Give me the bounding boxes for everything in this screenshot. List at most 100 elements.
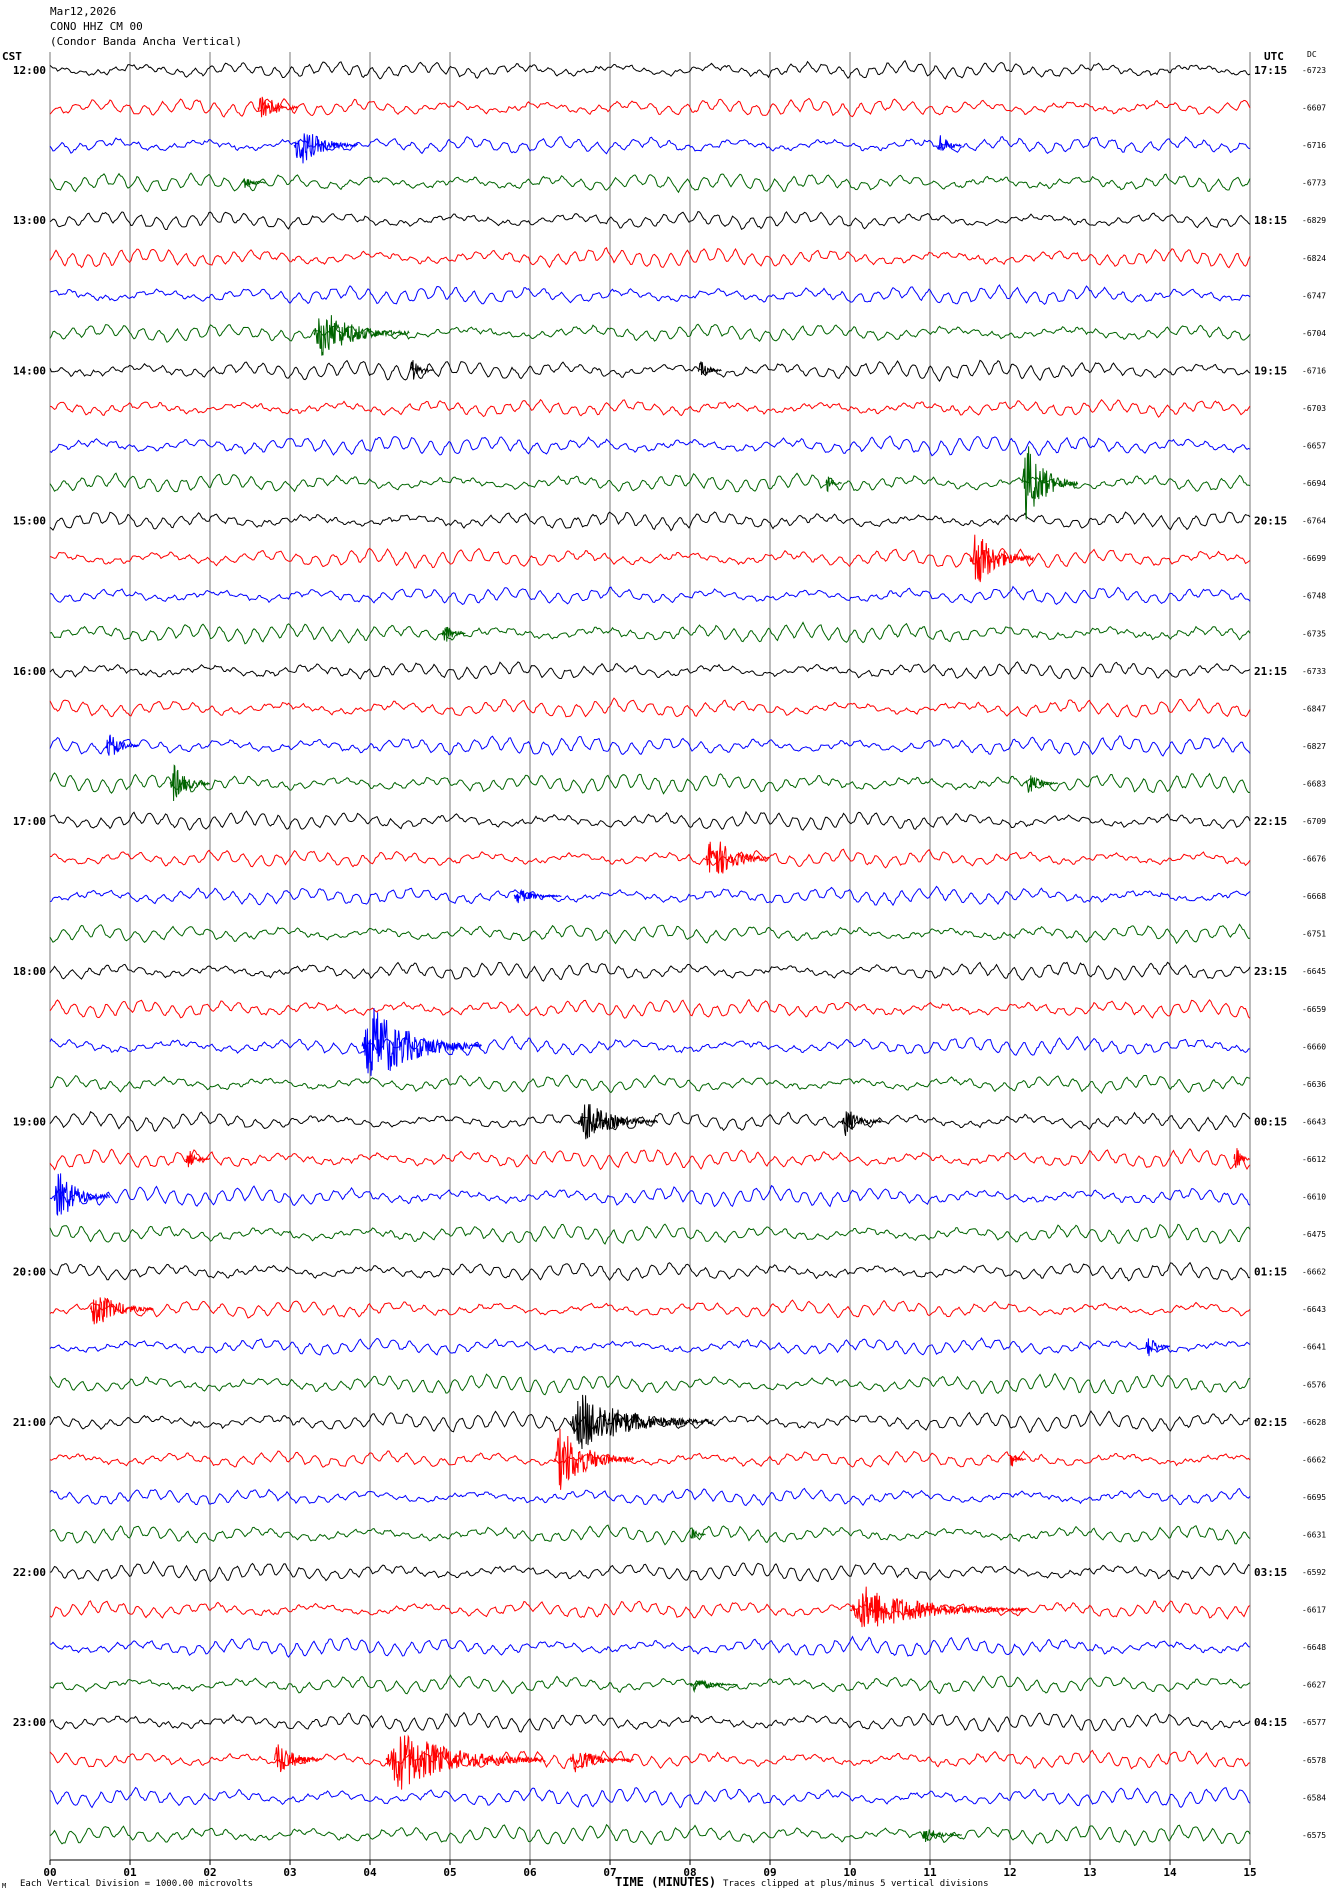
dc-offset-label: -6576 — [1302, 1380, 1326, 1389]
dc-offset-label: -6592 — [1302, 1568, 1326, 1577]
cst-hour-label: 22:00 — [13, 1566, 46, 1579]
trace-line — [49, 1074, 1251, 1094]
cst-hour-label: 14:00 — [13, 364, 46, 377]
seismic-event — [705, 841, 770, 874]
trace-line — [49, 1148, 1251, 1171]
utc-axis-label: UTC — [1264, 50, 1284, 63]
seismic-event — [105, 734, 139, 756]
dc-offset-label: -6659 — [1302, 1005, 1326, 1014]
cst-hour-label: 18:00 — [13, 965, 46, 978]
seismic-event — [313, 315, 410, 356]
trace-line — [49, 1560, 1251, 1583]
trace-line — [49, 621, 1251, 645]
trace-line — [49, 136, 1251, 155]
dc-offset-label: -6643 — [1302, 1305, 1326, 1314]
cst-hour-label: 12:00 — [13, 64, 46, 77]
trace-line — [49, 1674, 1251, 1695]
dc-offset-labels: -6723 -6607 -6716 -6773 -6829 -6824 -6747 -6704… — [1302, 66, 1326, 1840]
dc-offset-label: -6676 — [1302, 855, 1326, 864]
x-tick-label: 12 — [1003, 1866, 1016, 1879]
utc-hour-label: 02:15 — [1254, 1416, 1287, 1429]
cst-hour-label: 13:00 — [13, 214, 46, 227]
dc-offset-label: -6694 — [1302, 479, 1326, 488]
seismic-event — [257, 96, 299, 118]
trace-line — [49, 661, 1251, 680]
dc-offset-label: -6662 — [1302, 1455, 1326, 1464]
utc-hour-label: 23:15 — [1254, 965, 1287, 978]
seismic-event — [841, 1111, 882, 1137]
trace-line — [49, 1749, 1251, 1770]
seismic-event — [1025, 775, 1059, 793]
trace-line — [49, 1261, 1250, 1282]
seismic-event — [553, 1428, 635, 1490]
trace-line — [49, 998, 1251, 1019]
dc-offset-label: -6751 — [1302, 930, 1326, 939]
utc-time-labels: 17:15 18:15 19:15 20:15 21:15 22:15 23:15 00:15… — [1254, 64, 1287, 1729]
seismic-event — [185, 1150, 211, 1168]
cst-time-labels: 12:00 13:00 14:00 15:00 16:00 17:00 18:00 19:00… — [13, 64, 46, 1729]
dc-offset-label: -6636 — [1302, 1080, 1326, 1089]
dc-offset-label: -6628 — [1302, 1418, 1326, 1427]
seismic-event — [697, 361, 722, 376]
x-tick-label: 10 — [843, 1866, 856, 1879]
x-tick-label: 14 — [1163, 1866, 1177, 1879]
trace-line — [49, 1823, 1251, 1847]
trace-line — [49, 1711, 1251, 1733]
trace-line — [49, 1223, 1251, 1245]
cst-hour-label: 19:00 — [13, 1115, 46, 1128]
dc-offset-label: -6824 — [1302, 254, 1326, 263]
utc-hour-label: 18:15 — [1254, 214, 1287, 227]
dc-offset-label: -6578 — [1302, 1756, 1326, 1765]
seismic-event — [385, 1734, 546, 1790]
trace-line — [49, 810, 1251, 831]
trace-line — [49, 284, 1251, 305]
dc-offset-label: -6648 — [1302, 1643, 1326, 1652]
trace-line — [49, 398, 1251, 418]
seismic-events — [53, 96, 1250, 1843]
seismic-event — [1233, 1148, 1250, 1168]
x-tick-label: 08 — [683, 1866, 696, 1879]
clip-note: Traces clipped at plus/minus 5 vertical … — [723, 1879, 989, 1889]
trace-line — [49, 547, 1251, 569]
dc-offset-label: -6764 — [1302, 517, 1326, 526]
seismic-event — [273, 1744, 322, 1773]
cst-hour-label: 16:00 — [13, 665, 46, 678]
scale-note: Each Vertical Division = 1000.00 microvo… — [20, 1879, 253, 1889]
trace-line — [49, 848, 1251, 869]
cst-axis-label: CST — [2, 50, 22, 63]
seismic-event — [569, 1394, 714, 1450]
seismic-event — [1009, 1454, 1026, 1467]
x-tick-label: 11 — [923, 1866, 937, 1879]
trace-line — [49, 1111, 1251, 1132]
dc-offset-label: -6748 — [1302, 592, 1326, 601]
dc-offset-label: -6709 — [1302, 817, 1326, 826]
trace-line — [49, 97, 1251, 118]
trace-line — [49, 923, 1251, 945]
x-tick-label: 00 — [43, 1866, 56, 1879]
seismic-event — [689, 1679, 738, 1694]
dc-offset-label: -6645 — [1302, 967, 1326, 976]
x-tick-label: 06 — [523, 1866, 537, 1879]
trace-line — [49, 1600, 1251, 1620]
trace-line — [49, 1635, 1251, 1658]
trace-line — [49, 247, 1251, 269]
seismic-event — [937, 135, 962, 151]
utc-hour-label: 17:15 — [1254, 64, 1287, 77]
dc-offset-label: -6716 — [1302, 366, 1326, 375]
cst-hour-label: 21:00 — [13, 1416, 46, 1429]
dc-offset-label: -6607 — [1302, 104, 1326, 113]
trace-line — [49, 211, 1251, 231]
dc-offset-label: -6475 — [1302, 1230, 1326, 1239]
dc-offset-label: -6827 — [1302, 742, 1326, 751]
trace-line — [49, 961, 1251, 982]
dc-offset-label: -6847 — [1302, 704, 1326, 713]
dc-offset-label: -6575 — [1302, 1831, 1326, 1840]
seismic-event — [1021, 446, 1079, 520]
x-tick-label: 02 — [203, 1866, 216, 1879]
seismic-event — [361, 1008, 482, 1076]
trace-line — [49, 697, 1251, 718]
trace-line — [49, 1184, 1251, 1208]
dc-offset-label: -6657 — [1302, 442, 1326, 451]
trace-line — [49, 885, 1251, 907]
